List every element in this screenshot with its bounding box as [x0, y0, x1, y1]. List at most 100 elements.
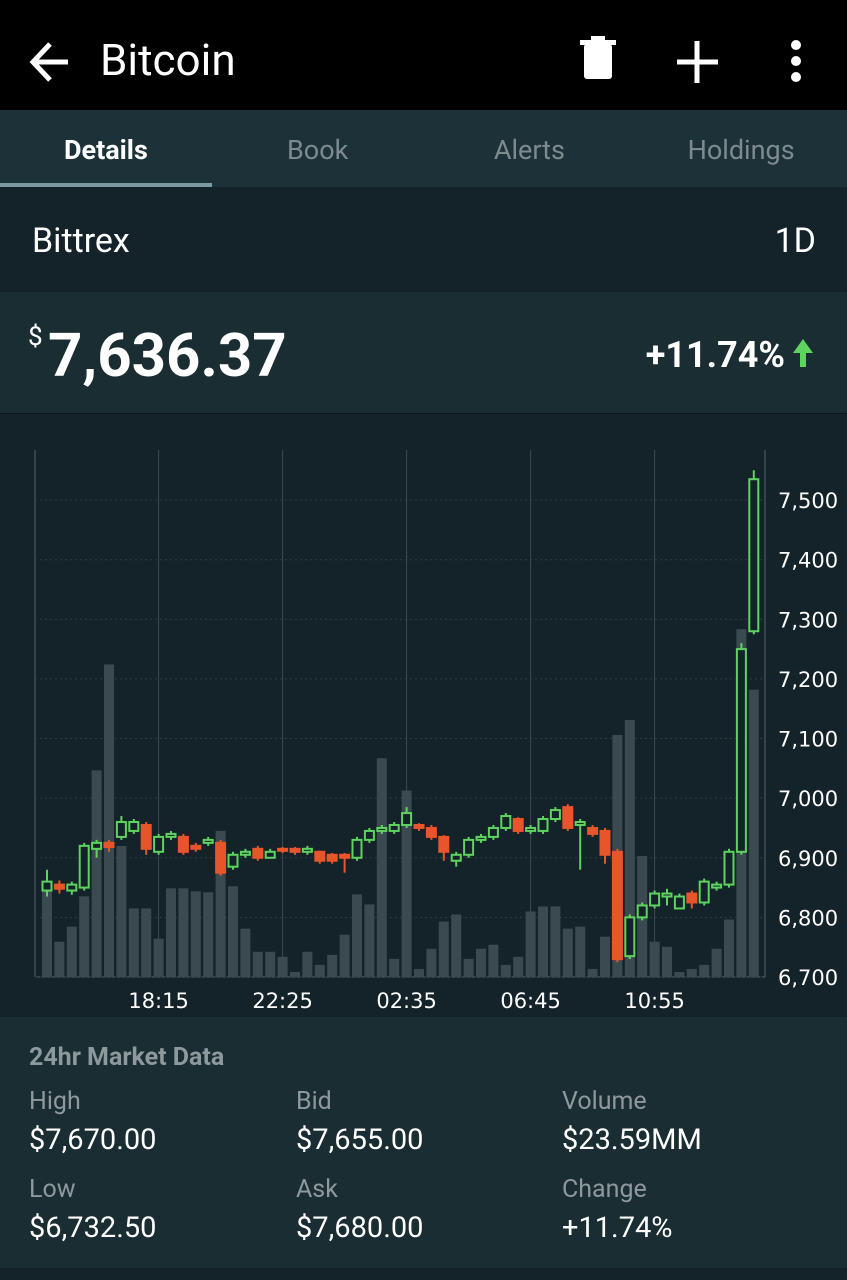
y-tick-label: 7,000 [778, 787, 838, 811]
y-tick-label: 7,500 [778, 489, 838, 513]
candle-body [91, 841, 103, 850]
candle-body [215, 841, 227, 874]
candle-body [190, 844, 202, 850]
candle-body [611, 850, 623, 961]
volume-bar [153, 938, 164, 977]
volume-bar [277, 956, 288, 977]
candle-body [78, 844, 90, 889]
volume-bar [575, 926, 586, 977]
section-title: 24hr Market Data [29, 1043, 225, 1072]
volume-bar [525, 911, 536, 977]
volume-bar [79, 896, 90, 977]
price: 7,636.37 [48, 320, 287, 391]
y-tick-label: 6,800 [778, 906, 838, 930]
candle-body [587, 826, 599, 835]
y-tick-label: 7,100 [778, 728, 838, 752]
candle-body [636, 904, 648, 919]
candle-body [525, 826, 537, 832]
candle-body [239, 850, 251, 856]
candle-body [711, 883, 723, 889]
candle-body [487, 826, 499, 838]
volume-bar [116, 845, 127, 977]
volume-bar [414, 968, 424, 977]
tab[interactable]: Details [0, 110, 212, 187]
candle-body [388, 823, 400, 832]
volume-bar [302, 951, 313, 977]
candle-body [574, 821, 586, 826]
volume-bar [426, 948, 437, 977]
volume-bar [314, 964, 325, 977]
x-tick-label: 02:35 [376, 989, 437, 1013]
up-arrow [793, 339, 813, 367]
add-button[interactable] [677, 41, 718, 83]
tab[interactable]: Alerts [493, 134, 565, 166]
candle-body [177, 835, 189, 853]
delete-button[interactable] [580, 36, 616, 79]
volume-bar [724, 919, 734, 977]
stat-label: High [29, 1087, 81, 1116]
candle-body [165, 832, 177, 838]
candle-body [562, 806, 574, 829]
volume-bar [711, 948, 722, 977]
volume-bar [215, 830, 226, 977]
candle-body [450, 853, 462, 862]
candle-body [277, 847, 289, 852]
candle-body [512, 818, 524, 832]
volume-bar [42, 886, 52, 977]
volume-bar [748, 689, 759, 977]
candle-body [425, 826, 437, 838]
candle-body [735, 648, 747, 853]
volume-bar [141, 908, 152, 977]
y-tick-label: 7,400 [778, 549, 838, 573]
stat-label: Volume [562, 1087, 647, 1116]
candle-body [227, 853, 239, 868]
volume-bar [178, 888, 189, 977]
stat-value: $7,655.00 [296, 1123, 424, 1157]
candle-body [549, 809, 561, 821]
app-title: Bitcoin [100, 34, 236, 86]
volume-bar [562, 928, 573, 977]
candle-body [202, 838, 214, 844]
candle-body [140, 823, 152, 850]
candle-body [537, 818, 549, 832]
volume-bar [364, 904, 375, 977]
stat-value: $23.59MM [562, 1123, 702, 1157]
volume-bar [488, 944, 499, 977]
y-tick-label: 7,200 [778, 668, 838, 692]
volume-bar [66, 926, 77, 977]
volume-bar [500, 964, 511, 977]
stat-label: Ask [296, 1175, 338, 1204]
candle-body [463, 838, 475, 856]
exchange-name[interactable]: Bittrex [32, 221, 130, 261]
candle-body [376, 826, 388, 832]
x-tick-label: 22:25 [252, 989, 313, 1013]
volume-bar [463, 958, 474, 977]
candle-body [103, 841, 115, 849]
candle-body [698, 880, 710, 904]
candle-body [301, 847, 313, 853]
volume-bar [389, 958, 400, 977]
period[interactable]: 1D [774, 221, 816, 261]
candle-body [673, 895, 685, 910]
candle-body [723, 850, 735, 886]
volume-bar [451, 914, 462, 977]
volume-bar [438, 921, 449, 977]
candle-body [599, 829, 611, 856]
candle-body [686, 892, 698, 904]
back-button[interactable] [29, 42, 68, 82]
tab[interactable]: Holdings [687, 134, 795, 166]
volume-bar [128, 908, 139, 977]
volume-bar [674, 971, 685, 977]
volume-bar [476, 948, 486, 977]
volume-bar [252, 951, 263, 977]
volume-bar [352, 894, 362, 977]
volume-bar [401, 790, 412, 977]
candle-body [289, 847, 301, 853]
tab-bar: Details Book Alerts Holdings [0, 110, 847, 187]
stat-label: Change [562, 1175, 647, 1204]
tab[interactable]: Book [286, 134, 349, 166]
volume-bar [662, 946, 672, 977]
stat-label: Bid [296, 1087, 332, 1116]
menu-button[interactable] [791, 40, 801, 82]
x-tick-label: 18:15 [128, 989, 189, 1013]
